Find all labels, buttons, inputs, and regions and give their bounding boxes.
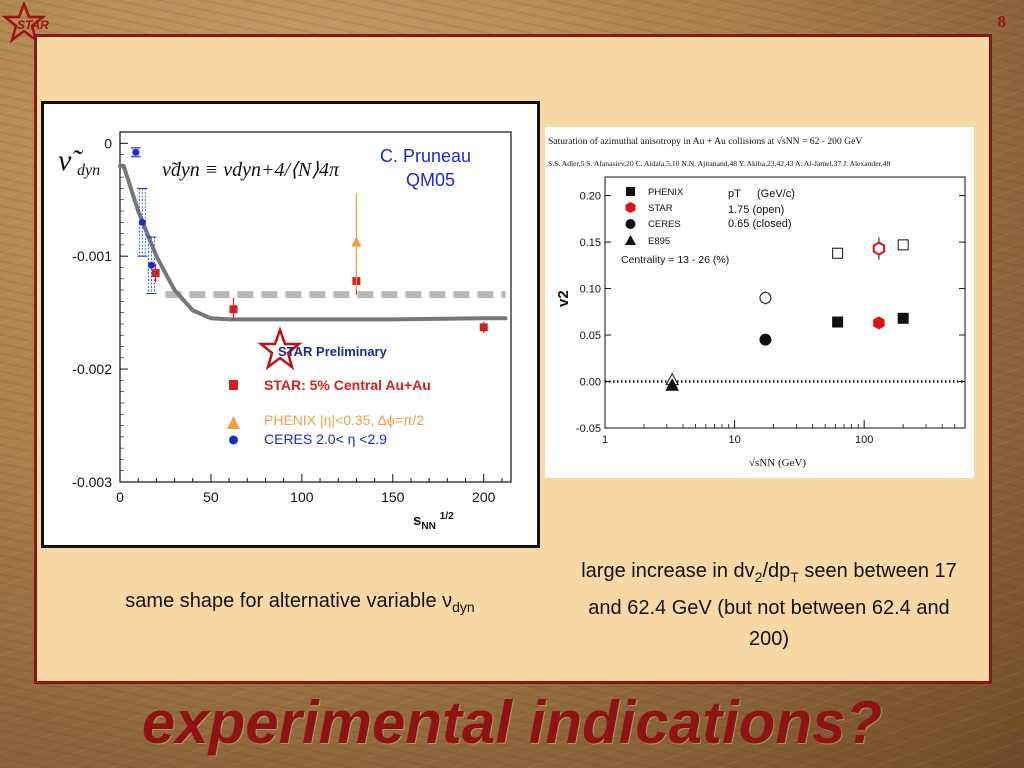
svg-text:STAR: STAR	[17, 18, 49, 32]
y-tick-label: 0	[104, 135, 112, 151]
data-point-phenix	[897, 239, 909, 251]
page-number: 8	[997, 12, 1007, 31]
centrality-label: Centrality = 13 - 26 (%)	[621, 254, 729, 266]
y-tick-label: -0.003	[72, 474, 112, 490]
data-point-star	[479, 323, 488, 332]
caption-right-s2: T	[790, 569, 799, 585]
x-tick-label: 10	[728, 434, 740, 446]
author-label: C. Pruneau	[380, 146, 471, 166]
legend-label-ceres: CERES 2.0< η <2.9	[264, 431, 387, 447]
data-point-star	[151, 269, 160, 278]
x-tick-label: 100	[855, 434, 873, 446]
plot-frame	[119, 131, 512, 483]
left-figure: ν̃ dyn ν̃dyn ≡ νdyn+4/⟨N⟩4π C. Pruneau Q…	[41, 101, 540, 548]
legend-marker-phenix	[227, 416, 240, 429]
legend-marker-phenix	[626, 187, 635, 196]
data-point-e895	[665, 378, 680, 391]
y-tick-label: -0.002	[72, 361, 112, 377]
y-axis-label: v2	[555, 290, 572, 307]
x-tick-label: 150	[381, 489, 405, 505]
data-point-ceres	[138, 218, 146, 226]
caption-left-sub: dyn	[452, 599, 475, 615]
pt-header: pT	[728, 188, 741, 200]
y-tick-label: 0.15	[580, 237, 601, 249]
data-point-ceres	[147, 261, 155, 269]
y-tick-label: -0.05	[576, 423, 601, 435]
x-tick-label: 200	[472, 489, 496, 505]
data-point-phenix	[832, 247, 844, 259]
legend: PHENIX STAR CERES E895 pT (GeV/c) 1.75 (…	[621, 187, 795, 266]
data-point-phenix	[832, 316, 844, 328]
data-point-ceres	[759, 333, 772, 346]
right-figure: Saturation of azimuthal anisotropy in Au…	[545, 127, 974, 478]
caption-right-t2: /dp	[762, 560, 791, 582]
y-tick-label: 0.00	[580, 377, 601, 389]
caption-left-symbol: ν	[442, 590, 453, 612]
x-tick-label: 100	[290, 489, 314, 505]
legend-marker-star	[229, 380, 238, 390]
legend-label-star: STAR: 5% Central Au+Au	[264, 377, 431, 393]
formula: ν̃dyn ≡ νdyn+4/⟨N⟩4π	[162, 159, 340, 181]
caption-right-t3: seen between 17 and 62.4 GeV (but not be…	[588, 560, 957, 650]
data-point-ceres	[132, 148, 140, 156]
conference-label: QM05	[406, 170, 455, 190]
caption-right-s1: 2	[754, 569, 763, 585]
slide-title: experimental indications?	[141, 689, 883, 756]
caption-right: large increase in dv2/dpT seen between 1…	[572, 556, 966, 655]
data-point-star	[229, 305, 238, 314]
data-point-star	[873, 316, 885, 330]
paper-authors: S.S. Adler,5 S. Afanasiev,20 C. Aidala,5…	[548, 159, 890, 168]
caption-left: same shape for alternative variable νdyn	[60, 590, 540, 615]
v2-plot: Saturation of azimuthal anisotropy in Au…	[548, 136, 966, 469]
y-tick-label: -0.001	[72, 248, 112, 264]
data-point-phenix	[351, 236, 362, 247]
y-axis-label-sub: dyn	[77, 162, 100, 179]
x-tick-label: 0	[116, 489, 124, 505]
legend-marker-star	[625, 202, 636, 213]
legend-label-phenix: PHENIX |η|<0.35, Δϕ=π/2	[264, 412, 424, 428]
pt-closed: 0.65 (closed)	[728, 218, 792, 230]
legend-label-e895: E895	[648, 236, 670, 247]
x-axis-label: √sNN (GeV)	[749, 457, 806, 469]
caption-left-text: same shape for alternative variable	[125, 590, 443, 612]
nu-dyn-plot: ν̃ dyn ν̃dyn ≡ νdyn+4/⟨N⟩4π C. Pruneau Q…	[58, 131, 512, 532]
preliminary-label: STAR Preliminary	[278, 344, 388, 359]
star-logo-icon: STAR	[2, 2, 49, 44]
x-axis-label: sNN1/2	[413, 511, 454, 532]
preliminary-badge: STAR Preliminary	[257, 326, 388, 371]
legend-label-phenix: PHENIX	[648, 187, 684, 198]
x-tick-label: 50	[203, 489, 219, 505]
legend: STAR: 5% Central Au+Au PHENIX |η|<0.35, …	[227, 377, 431, 447]
data-point-phenix	[897, 312, 909, 324]
data-point-ceres	[759, 291, 772, 304]
y-tick-label: 0.05	[580, 330, 601, 342]
y-tick-label: 0.10	[580, 284, 601, 296]
legend-marker-ceres	[625, 219, 636, 229]
x-tick-label: 1	[602, 434, 608, 446]
x-axis-label-main: sNN1/2	[413, 511, 454, 532]
legend-marker-e895	[625, 235, 636, 245]
pt-unit: (GeV/c)	[757, 188, 795, 200]
caption-right-t1: large increase in dv	[581, 560, 755, 582]
legend-marker-ceres	[229, 435, 238, 445]
plot-frame	[604, 176, 966, 429]
y-tick-label: 0.20	[580, 191, 601, 203]
legend-label-star: STAR	[648, 203, 673, 214]
model-curve	[118, 163, 508, 322]
paper-title: Saturation of azimuthal anisotropy in Au…	[548, 136, 862, 147]
pt-open: 1.75 (open)	[728, 204, 784, 216]
data-point-star	[872, 241, 886, 256]
legend-label-ceres: CERES	[648, 219, 681, 230]
